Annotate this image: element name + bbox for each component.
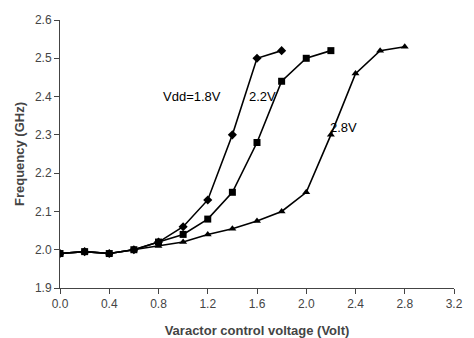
- svg-text:Frequency (GHz): Frequency (GHz): [12, 102, 27, 206]
- svg-text:2.4: 2.4: [347, 297, 364, 311]
- svg-text:2.0: 2.0: [298, 297, 315, 311]
- svg-text:2.1: 2.1: [35, 205, 52, 219]
- svg-text:1.2: 1.2: [199, 297, 216, 311]
- svg-text:3.2: 3.2: [446, 297, 463, 311]
- svg-text:2.0: 2.0: [35, 243, 52, 257]
- svg-text:2.5: 2.5: [35, 51, 52, 65]
- svg-text:2.8: 2.8: [396, 297, 413, 311]
- svg-text:Varactor control voltage (Volt: Varactor control voltage (Volt): [165, 323, 350, 338]
- svg-text:Vdd=1.8V: Vdd=1.8V: [163, 89, 221, 104]
- svg-text:0.8: 0.8: [150, 297, 167, 311]
- svg-text:2.3: 2.3: [35, 128, 52, 142]
- svg-text:0.0: 0.0: [52, 297, 69, 311]
- svg-text:2.4: 2.4: [35, 90, 52, 104]
- svg-text:1.9: 1.9: [35, 281, 52, 295]
- svg-text:1.6: 1.6: [249, 297, 266, 311]
- svg-text:0.4: 0.4: [101, 297, 118, 311]
- svg-text:2.8V: 2.8V: [330, 120, 357, 135]
- svg-text:2.6: 2.6: [35, 13, 52, 27]
- svg-text:2.2: 2.2: [35, 166, 52, 180]
- svg-text:2.2V: 2.2V: [249, 89, 276, 104]
